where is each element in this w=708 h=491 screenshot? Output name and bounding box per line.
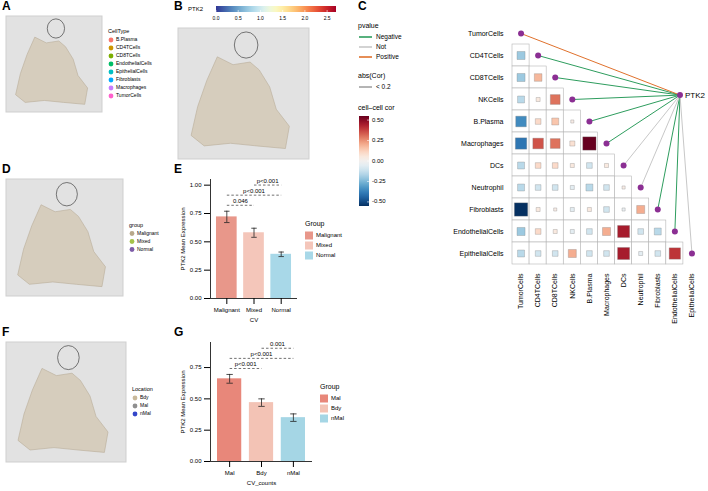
- svg-text:0.25: 0.25: [372, 137, 384, 143]
- svg-text:0.00: 0.00: [372, 158, 384, 164]
- svg-text:p<0.001: p<0.001: [251, 351, 274, 357]
- svg-text:Location: Location: [132, 386, 153, 392]
- svg-text:1.5: 1.5: [279, 15, 286, 21]
- svg-text:Mixed: Mixed: [316, 242, 332, 248]
- svg-text:Normal: Normal: [316, 252, 335, 258]
- svg-text:DCs: DCs: [490, 162, 504, 169]
- svg-text:Macrophages: Macrophages: [461, 140, 504, 148]
- svg-text:abs(Cor): abs(Cor): [358, 72, 385, 80]
- svg-text:nMal: nMal: [140, 410, 151, 416]
- svg-text:CD8TCells: CD8TCells: [116, 52, 141, 58]
- svg-text:1.0: 1.0: [257, 15, 264, 21]
- svg-text:Group: Group: [320, 383, 340, 391]
- svg-text:cell–cell cor: cell–cell cor: [358, 104, 395, 111]
- svg-text:CD8TCells: CD8TCells: [470, 74, 504, 81]
- svg-text:0.00: 0.00: [190, 295, 202, 301]
- html-text:C: C: [358, 0, 367, 13]
- svg-text:-0.50: -0.50: [372, 198, 386, 204]
- svg-text:Malignant: Malignant: [316, 232, 342, 238]
- svg-text:CellType: CellType: [108, 28, 129, 34]
- svg-text:TumorCells: TumorCells: [116, 92, 142, 98]
- svg-text:PTK2 Mean Expression: PTK2 Mean Expression: [180, 207, 186, 270]
- svg-text:CD4TCells: CD4TCells: [116, 44, 141, 50]
- svg-text:nMal: nMal: [287, 470, 300, 476]
- svg-text:NKCells: NKCells: [569, 273, 576, 299]
- svg-text:Fibroblasts: Fibroblasts: [116, 76, 141, 82]
- svg-text:0.046: 0.046: [233, 198, 249, 204]
- svg-text:CD4TCells: CD4TCells: [470, 52, 504, 59]
- svg-text:Macrophages: Macrophages: [116, 84, 147, 90]
- svg-text:CV_counts: CV_counts: [247, 480, 276, 486]
- svg-text:Mixed: Mixed: [246, 307, 262, 313]
- svg-text:p<0.001: p<0.001: [243, 188, 266, 194]
- svg-text:0.5: 0.5: [235, 15, 242, 21]
- svg-text:group: group: [129, 222, 143, 228]
- svg-text:PTK2: PTK2: [188, 6, 204, 12]
- svg-text:EpithelialCells: EpithelialCells: [688, 273, 696, 317]
- svg-text:Mal: Mal: [225, 470, 235, 476]
- svg-text:0.00: 0.00: [190, 458, 202, 464]
- html-text:B: B: [174, 0, 183, 13]
- svg-text:2.0: 2.0: [301, 15, 308, 21]
- svg-text:-0.25: -0.25: [372, 178, 386, 184]
- svg-text:B.Plasma: B.Plasma: [116, 36, 138, 42]
- svg-text:0.50: 0.50: [190, 239, 202, 245]
- svg-text:Neutrophil: Neutrophil: [472, 184, 504, 192]
- svg-text:2.5: 2.5: [324, 15, 331, 21]
- svg-text:CD4TCells: CD4TCells: [534, 273, 541, 307]
- svg-text:PTK2 Mean Expression: PTK2 Mean Expression: [180, 370, 186, 433]
- svg-text:0.50: 0.50: [372, 117, 384, 123]
- svg-text:EndothelialCells: EndothelialCells: [671, 273, 678, 324]
- svg-text:PTK2: PTK2: [685, 91, 706, 100]
- svg-text:TumorCells: TumorCells: [517, 273, 524, 309]
- html-text:D: D: [2, 162, 11, 176]
- svg-text:Mal: Mal: [331, 395, 341, 401]
- svg-text:EpithelialCells: EpithelialCells: [116, 68, 148, 74]
- svg-text:Positive: Positive: [376, 53, 399, 60]
- svg-text:0.25: 0.25: [190, 267, 202, 273]
- svg-text:Bdy: Bdy: [331, 405, 341, 411]
- svg-text:CD8TCells: CD8TCells: [551, 273, 558, 307]
- svg-text:Neutrophil: Neutrophil: [637, 273, 645, 305]
- svg-text:0.75: 0.75: [190, 364, 202, 370]
- svg-text:DCs: DCs: [620, 273, 627, 287]
- svg-text:NKCells: NKCells: [478, 96, 504, 103]
- svg-text:< 0.2: < 0.2: [376, 83, 391, 90]
- svg-text:Not: Not: [376, 43, 386, 50]
- svg-text:Normal: Normal: [137, 246, 153, 252]
- svg-text:EndothelialCells: EndothelialCells: [116, 60, 152, 66]
- svg-text:Bdy: Bdy: [140, 394, 149, 400]
- svg-text:0.50: 0.50: [190, 396, 202, 402]
- svg-text:B.Plasma: B.Plasma: [586, 273, 593, 303]
- svg-text:Negative: Negative: [376, 33, 402, 41]
- html-text:F: F: [2, 325, 10, 339]
- svg-text:nMal: nMal: [331, 415, 344, 421]
- svg-text:p<0.001: p<0.001: [235, 361, 258, 367]
- svg-text:CV: CV: [250, 317, 258, 323]
- svg-text:p<0.001: p<0.001: [257, 178, 280, 184]
- html-text:G: G: [174, 325, 184, 339]
- svg-text:Bdy: Bdy: [256, 470, 266, 476]
- html-text:E: E: [174, 162, 182, 176]
- svg-text:Macrophages: Macrophages: [603, 273, 611, 316]
- svg-text:B.Plasma: B.Plasma: [474, 118, 504, 125]
- svg-text:0.75: 0.75: [190, 210, 202, 216]
- svg-text:pvalue: pvalue: [358, 22, 379, 30]
- svg-text:0.0: 0.0: [213, 15, 220, 21]
- svg-text:0.001: 0.001: [270, 341, 286, 347]
- svg-text:1.00: 1.00: [190, 182, 202, 188]
- svg-text:Mixed: Mixed: [137, 238, 151, 244]
- svg-text:EndothelialCells: EndothelialCells: [453, 228, 504, 235]
- svg-text:Fibroblasts: Fibroblasts: [654, 273, 661, 308]
- svg-text:Group: Group: [305, 220, 325, 228]
- svg-text:EpithelialCells: EpithelialCells: [460, 250, 504, 258]
- html-text:A: A: [2, 0, 11, 13]
- svg-text:Mal: Mal: [140, 402, 148, 408]
- svg-text:TumorCells: TumorCells: [468, 30, 504, 37]
- svg-text:Malignant: Malignant: [137, 230, 159, 236]
- svg-text:Normal: Normal: [272, 307, 291, 313]
- svg-text:0.25: 0.25: [190, 427, 202, 433]
- svg-text:Fibroblasts: Fibroblasts: [469, 206, 504, 213]
- svg-text:Malignant: Malignant: [214, 307, 240, 313]
